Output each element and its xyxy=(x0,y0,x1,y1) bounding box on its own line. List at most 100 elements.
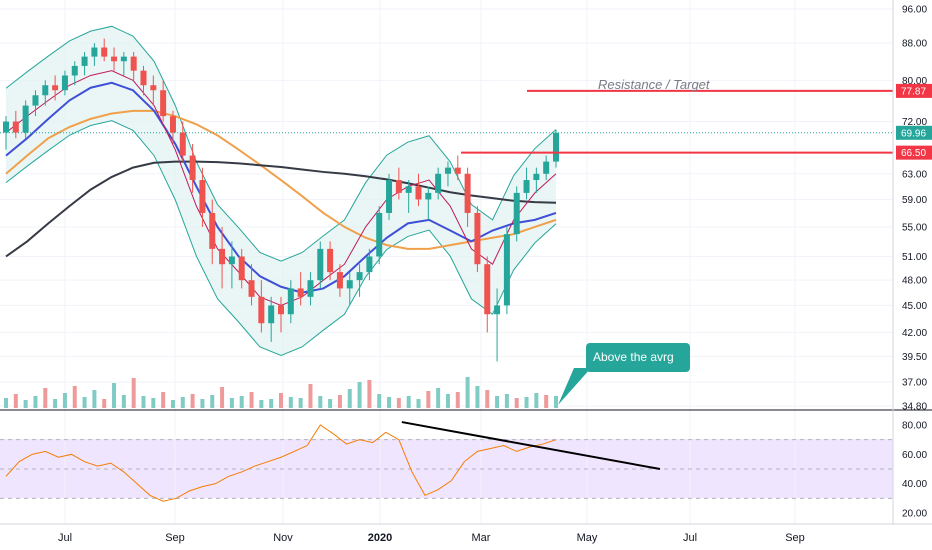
volume-bar xyxy=(416,399,421,408)
price-tick-label: 80.00 xyxy=(902,76,927,87)
volume-bar xyxy=(102,399,107,408)
candle-body xyxy=(553,132,559,162)
candle-body xyxy=(140,70,147,86)
price-tick-label: 37.00 xyxy=(902,378,927,389)
candlesticks xyxy=(3,38,559,362)
volume-bar xyxy=(328,399,333,408)
resistance-note[interactable]: Resistance / Target xyxy=(598,77,711,92)
time-tick-label: May xyxy=(577,532,598,544)
volume-bar xyxy=(33,396,38,408)
volume-bar xyxy=(141,396,146,408)
candle-body xyxy=(238,256,245,281)
candle-body xyxy=(209,212,216,249)
candle-body xyxy=(199,180,206,213)
volume-bar xyxy=(347,389,352,408)
volume-bar xyxy=(357,382,362,408)
volume-bar xyxy=(161,392,166,408)
rsi-tick-label: 40.00 xyxy=(902,479,927,490)
candle-body xyxy=(415,186,422,200)
volume-bar xyxy=(53,399,58,408)
volume-bar xyxy=(554,396,558,408)
rsi-tick-label: 60.00 xyxy=(902,450,927,461)
volume-bar xyxy=(269,399,274,408)
candle-body xyxy=(336,272,343,289)
candle-body xyxy=(12,121,19,133)
callout-above-avrg[interactable]: Above the avrg xyxy=(558,343,690,405)
candle-body xyxy=(81,56,88,66)
candle-body xyxy=(101,47,108,57)
last-price-label: 69.96 xyxy=(901,128,926,139)
candle-body xyxy=(317,248,324,281)
candle-body xyxy=(91,47,98,57)
rsi-axis[interactable]: 80.00 60.00 40.00 20.00 xyxy=(902,421,927,520)
horizontal-lines xyxy=(0,89,893,154)
price-tick-label: 45.00 xyxy=(902,301,927,312)
volume-bar xyxy=(495,396,500,408)
volume-bar xyxy=(475,386,480,408)
volume-bars xyxy=(4,377,558,408)
candle-body xyxy=(484,264,491,315)
volume-bar xyxy=(406,396,411,408)
candle-body xyxy=(219,248,226,265)
time-tick-label: Jul xyxy=(58,532,72,544)
volume-bar xyxy=(455,392,460,408)
rsi-trendline[interactable] xyxy=(401,421,661,470)
volume-bar xyxy=(210,395,215,408)
volume-bar xyxy=(180,397,185,408)
candle-body xyxy=(297,288,304,297)
candle-body xyxy=(395,180,402,193)
volume-bar xyxy=(288,397,293,408)
volume-bar xyxy=(387,397,392,408)
bollinger-bands xyxy=(5,25,557,356)
candle-body xyxy=(179,132,186,156)
volume-bar xyxy=(426,391,431,408)
candle-body xyxy=(425,192,432,200)
volume-bar xyxy=(62,393,67,408)
candle-body xyxy=(287,288,294,315)
volume-bar xyxy=(485,390,490,408)
price-tick-label: 88.00 xyxy=(902,39,927,50)
callout-box xyxy=(586,343,690,372)
candle-body xyxy=(454,167,461,174)
resistance-price-label-bg[interactable] xyxy=(896,83,932,98)
price-axis[interactable]: 96.00 88.00 80.00 72.00 63.00 59.00 55.00 51.00… xyxy=(896,5,932,413)
candle-body xyxy=(386,180,393,213)
candle-body xyxy=(42,85,49,96)
rsi-indicator xyxy=(0,421,893,502)
candle-body xyxy=(52,85,59,91)
last-price-label-bg[interactable] xyxy=(896,125,932,140)
volume-bar xyxy=(131,378,136,408)
candle-body xyxy=(189,155,196,181)
candle-body xyxy=(228,256,235,265)
price-tick-label: 96.00 xyxy=(902,5,927,16)
candle-body xyxy=(32,95,39,106)
candle-body xyxy=(120,56,127,62)
volume-bar xyxy=(170,400,175,408)
volume-bar xyxy=(534,393,539,408)
volume-bar xyxy=(259,400,264,408)
volume-bar xyxy=(23,400,28,408)
price-tick-label: 72.00 xyxy=(902,117,927,128)
time-axis[interactable]: Jul Sep Nov 2020 Mar May Jul Sep xyxy=(58,532,805,544)
rsi-tick-label: 20.00 xyxy=(902,509,927,520)
candle-body xyxy=(494,305,501,315)
candle-body xyxy=(248,280,255,297)
candle-body xyxy=(366,256,373,273)
time-tick-label: Nov xyxy=(273,532,293,544)
volume-bar xyxy=(318,396,323,408)
bollinger-lower xyxy=(5,120,557,356)
ma-line xyxy=(5,109,557,250)
candle-body xyxy=(278,305,284,315)
volume-bar xyxy=(514,398,519,408)
volume-bar xyxy=(190,394,195,408)
volume-bar xyxy=(298,398,303,408)
candle-body xyxy=(543,161,550,174)
bollinger-fill xyxy=(6,26,556,356)
volume-bar xyxy=(121,395,126,408)
volume-bar xyxy=(445,394,450,408)
volume-bar xyxy=(200,399,205,408)
candle-body xyxy=(503,234,510,306)
moving-averages xyxy=(5,70,557,306)
support-price-label-bg[interactable] xyxy=(896,145,932,160)
